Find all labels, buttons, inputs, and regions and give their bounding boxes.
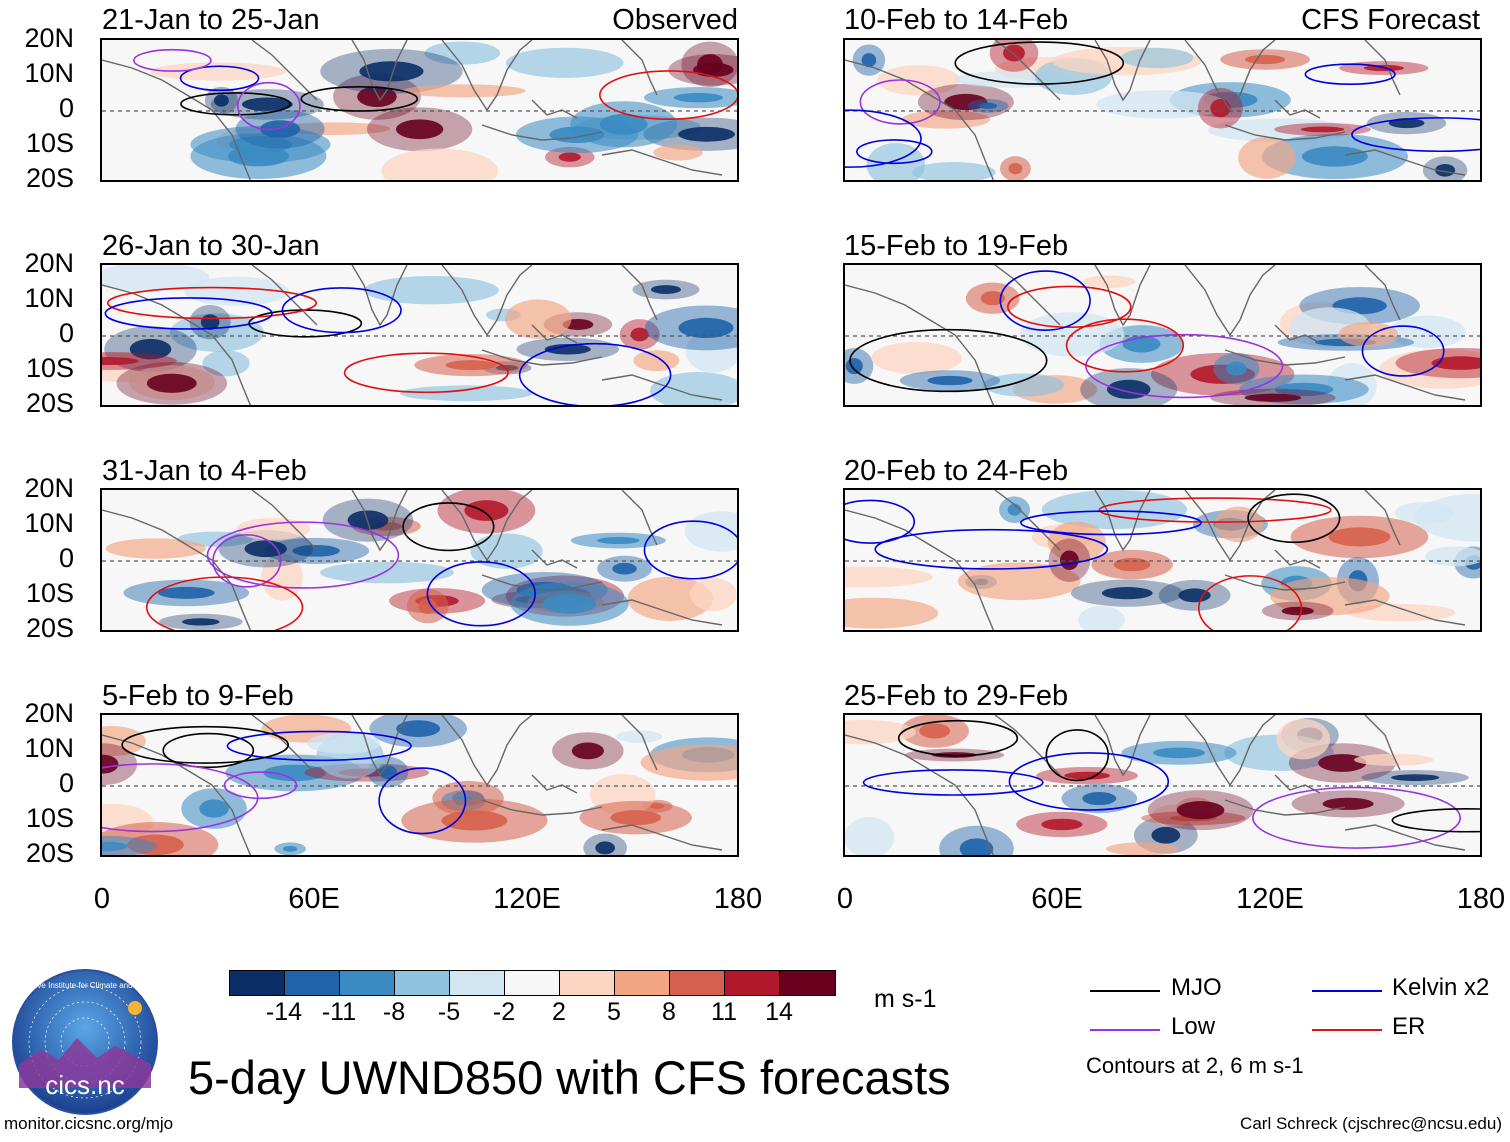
legend-line-mjo (1090, 990, 1160, 992)
colorbar-swatch (725, 971, 780, 995)
figure-title: 5-day UWND850 with CFS forecasts (188, 1051, 951, 1104)
lat-label-row1: 0 (58, 93, 74, 123)
map-panel-left-3 (100, 488, 739, 632)
observed-tag: Observed (612, 4, 738, 36)
legend-label-low: Low (1171, 1013, 1216, 1040)
lat-label-row1: 10S (25, 128, 74, 158)
colorbar-tick-label: 5 (607, 998, 621, 1026)
colorbar-tick-label: -2 (492, 998, 516, 1026)
lat-label-row3: 20N (24, 473, 74, 503)
colorbar-swatch (450, 971, 505, 995)
lat-label-row4: 20S (25, 838, 74, 868)
lon-label-left-180: 180 (713, 883, 763, 915)
panel-title-left-4: 5-Feb to 9-Feb (102, 680, 294, 712)
panel-title-left-2: 26-Jan to 30-Jan (102, 230, 320, 262)
colorbar-swatch (780, 971, 835, 995)
lat-label-row2: 0 (58, 318, 74, 348)
legend-label-kelvin: Kelvin x2 (1392, 974, 1490, 1001)
lon-label-left-120e: 120E (493, 883, 561, 915)
colorbar-swatch (230, 971, 285, 995)
lat-label-row4: 0 (58, 768, 74, 798)
map-panel-left-4 (100, 713, 739, 857)
colorbar (229, 970, 836, 996)
lon-label-left-0: 0 (93, 883, 111, 915)
forecast-tag: CFS Forecast (1301, 4, 1480, 36)
footer-credit: Carl Schreck (cjschrec@ncsu.edu) (1240, 1114, 1502, 1133)
map-panel-right-4 (843, 713, 1482, 857)
lon-label-left-60e: 60E (288, 883, 340, 915)
map-panel-left-1 (100, 38, 739, 182)
colorbar-tick-label: -5 (437, 998, 461, 1026)
panel-title-right-4: 25-Feb to 29-Feb (844, 680, 1069, 712)
colorbar-swatch (395, 971, 450, 995)
lat-label-row1: 20S (25, 163, 74, 193)
lat-label-row3: 0 (58, 543, 74, 573)
panel-title-left-3: 31-Jan to 4-Feb (102, 455, 307, 487)
lat-label-row3: 10N (24, 508, 74, 538)
contour-note: Contours at 2, 6 m s-1 (1086, 1053, 1304, 1078)
lat-label-row2: 10S (25, 353, 74, 383)
colorbar-swatch (670, 971, 725, 995)
colorbar-swatch (285, 971, 340, 995)
legend-line-kelvin (1312, 990, 1382, 992)
colorbar-tick-label: 11 (711, 998, 737, 1026)
lat-label-row4: 20N (24, 698, 74, 728)
lon-label-right-0: 0 (836, 883, 854, 915)
colorbar-swatch (340, 971, 395, 995)
legend-label-mjo: MJO (1171, 974, 1222, 1001)
lon-label-right-60e: 60E (1031, 883, 1083, 915)
lat-label-row1: 20N (24, 23, 74, 53)
colorbar-tick-label: -8 (382, 998, 406, 1026)
map-panel-right-1 (843, 38, 1482, 182)
panel-title-right-1: 10-Feb to 14-Feb (844, 4, 1069, 36)
lon-label-right-180: 180 (1456, 883, 1506, 915)
panel-title-right-2: 15-Feb to 19-Feb (844, 230, 1069, 262)
colorbar-tick-label: -11 (321, 998, 357, 1026)
colorbar-swatch (615, 971, 670, 995)
logo-text: cics.nc (45, 1070, 124, 1100)
colorbar-swatch (505, 971, 560, 995)
legend-line-er (1312, 1029, 1382, 1031)
lat-label-row3: 10S (25, 578, 74, 608)
lon-label-right-120e: 120E (1236, 883, 1304, 915)
footer-url: monitor.cicsnc.org/mjo (4, 1114, 174, 1133)
legend-label-er: ER (1392, 1013, 1426, 1040)
colorbar-swatch (560, 971, 615, 995)
lat-label-row4: 10S (25, 803, 74, 833)
panel-title-left-1: 21-Jan to 25-Jan (102, 4, 320, 36)
logo-ring-text: Cooperative Institute for Climate and Sa… (11, 981, 159, 990)
colorbar-tick-label: 2 (552, 998, 566, 1026)
panel-title-right-3: 20-Feb to 24-Feb (844, 455, 1069, 487)
colorbar-units: m s-1 (874, 985, 937, 1013)
map-panel-right-3 (843, 488, 1482, 632)
colorbar-tick-label: 8 (662, 998, 676, 1026)
colorbar-tick-label: 14 (765, 998, 793, 1026)
lat-label-row2: 20N (24, 248, 74, 278)
map-panel-right-2 (843, 263, 1482, 407)
lat-label-row1: 10N (24, 58, 74, 88)
lat-label-row2: 10N (24, 283, 74, 313)
lat-label-row4: 10N (24, 733, 74, 763)
lat-label-row3: 20S (25, 613, 74, 643)
lat-label-row2: 20S (25, 388, 74, 418)
legend-line-low (1090, 1029, 1160, 1031)
colorbar-tick-label: -14 (265, 998, 303, 1026)
map-panel-left-2 (100, 263, 739, 407)
cics-logo: Cooperative Institute for Climate and Sa… (11, 969, 159, 1115)
